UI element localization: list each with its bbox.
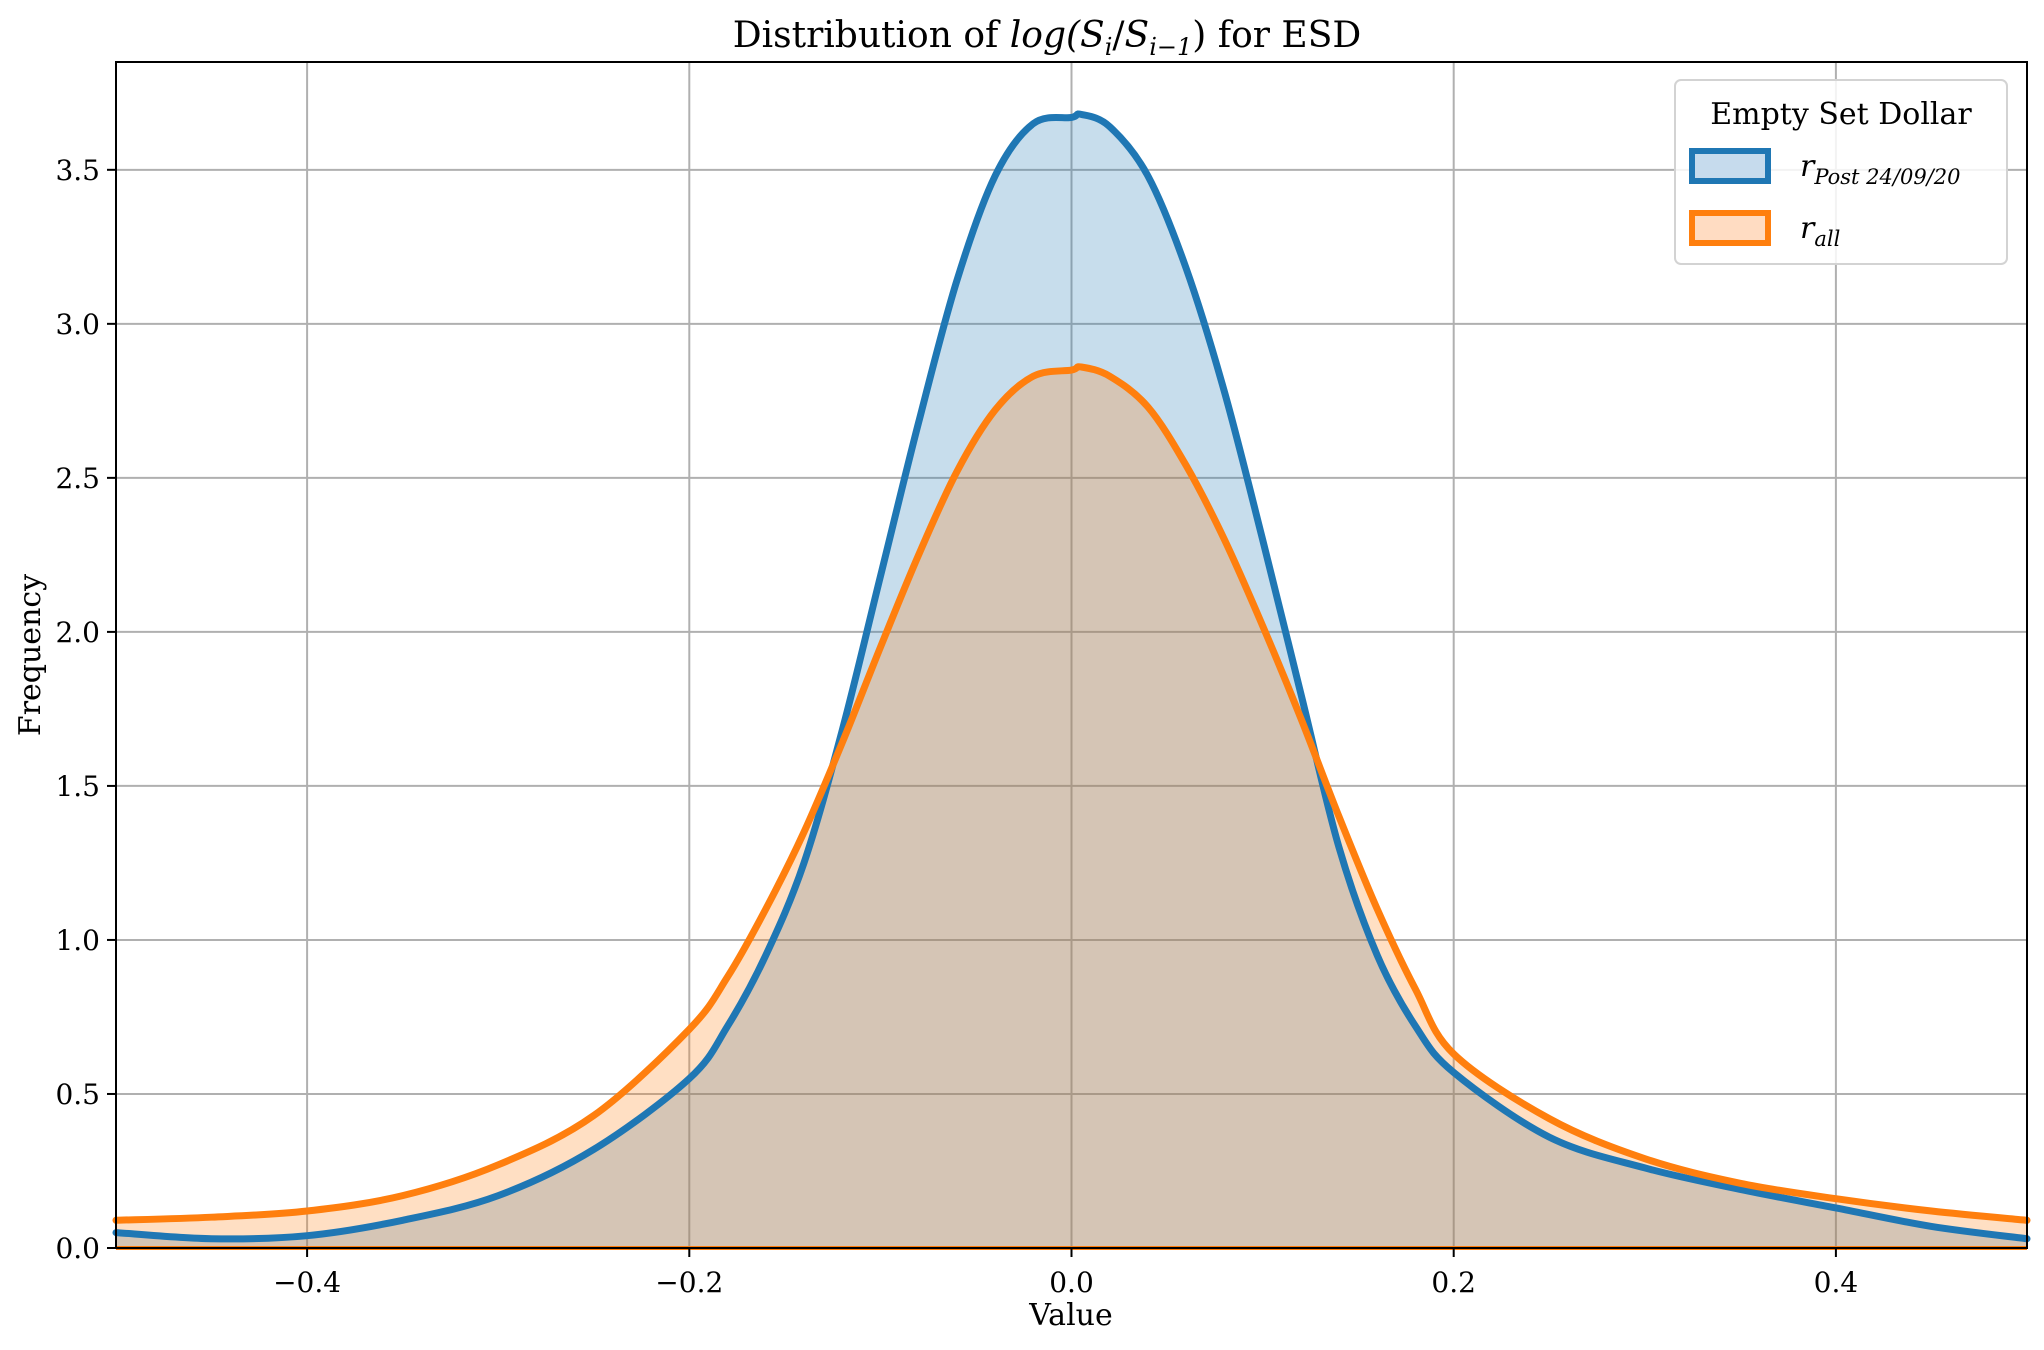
- legend-title: Empty Set Dollar: [1710, 97, 1972, 132]
- y-tick-label: 2.5: [55, 462, 100, 495]
- y-tick-label: 2.0: [55, 616, 100, 649]
- series-fill-post: [116, 113, 2027, 1248]
- series-line-all: [112, 363, 2031, 1224]
- legend-swatch-all: [1689, 210, 1771, 246]
- y-tick-label: 0.0: [55, 1232, 100, 1265]
- x-tick-label: 0.0: [1049, 1266, 1094, 1299]
- y-tick-label: 0.5: [55, 1078, 100, 1111]
- legend-label-post: rPost 24/09/20: [1800, 149, 1960, 189]
- x-tick-label: 0.4: [1814, 1266, 1859, 1299]
- series-fill-all: [116, 366, 2027, 1248]
- y-tick-label: 1.0: [55, 924, 100, 957]
- grid: [116, 62, 2027, 1249]
- chart-title: Distribution of log(Si/Si−1) for ESD: [733, 15, 1361, 61]
- legend-swatch-post: [1689, 148, 1771, 184]
- series-fills: [116, 113, 2027, 1248]
- x-tick-label: 0.2: [1431, 1266, 1476, 1299]
- series-line-post: [112, 110, 2031, 1243]
- y-tick-label: 3.5: [55, 154, 100, 187]
- x-tick-label: −0.2: [655, 1266, 723, 1299]
- y-axis-label: Frequency: [13, 574, 48, 736]
- x-axis-label: Value: [1028, 1298, 1112, 1333]
- legend-label-all: rall: [1800, 211, 1840, 251]
- y-tick-label: 3.0: [55, 308, 100, 341]
- y-tick-label: 1.5: [55, 770, 100, 803]
- y-axis-ticks: 0.0 0.5 1.0 1.5 2.0 2.5 3.0 3.5: [55, 154, 116, 1265]
- x-tick-label: −0.4: [273, 1266, 341, 1299]
- x-axis-ticks: −0.4 −0.2 0.0 0.2 0.4: [273, 1248, 1858, 1299]
- legend: Empty Set Dollar rPost 24/09/20 rall: [1674, 79, 2008, 265]
